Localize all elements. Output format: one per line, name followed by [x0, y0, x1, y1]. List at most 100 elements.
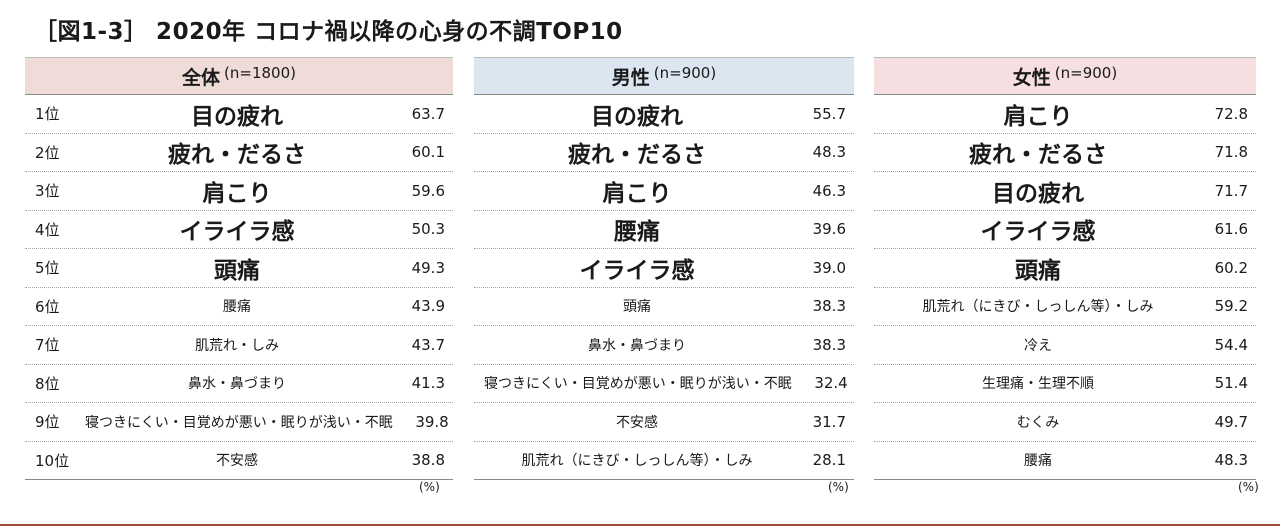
value-label: 51.4 — [1214, 374, 1248, 393]
symptom-label: 頭痛 — [214, 257, 260, 284]
table-row: 目の疲れ 71.7 — [874, 172, 1256, 211]
table-row: イライラ感 39.0 — [474, 249, 854, 288]
value-label: 71.8 — [1214, 143, 1248, 162]
panel-male: 男性 (n=900) 目の疲れ 55.7 疲れ・だるさ 48.3 肩こり 46.3 腰痛 39… — [474, 57, 854, 480]
value-label: 43.9 — [411, 297, 445, 316]
value-label: 46.3 — [812, 181, 846, 200]
header-female: 女性 (n=900) — [874, 57, 1256, 95]
header-all: 全体 (n=1800) — [25, 57, 453, 95]
symptom-label: 目の疲れ — [591, 103, 683, 130]
value-label: 50.3 — [411, 220, 445, 239]
value-label: 59.2 — [1214, 297, 1248, 316]
table-row: 9位 寝つきにくい・目覚めが悪い・眠りが浅い・不眠 39.8 — [25, 403, 453, 442]
table-row: 頭痛 38.3 — [474, 288, 854, 326]
value-label: 39.0 — [812, 258, 846, 277]
footer-divider — [0, 524, 1280, 526]
symptom-label: 寝つきにくい・目覚めが悪い・眠りが浅い・不眠 — [484, 376, 792, 393]
value-label: 38.3 — [812, 335, 846, 354]
symptom-label: イライラ感 — [179, 219, 295, 246]
table-row: 肌荒れ（にきび・しっしん等）・しみ 59.2 — [874, 288, 1256, 326]
table-row: 腰痛 39.6 — [474, 211, 854, 249]
header-all-n: (n=1800) — [224, 64, 296, 82]
header-male-label: 男性 — [611, 66, 650, 89]
symptom-label: 肩こり — [1003, 103, 1073, 130]
table-row: 6位 腰痛 43.9 — [25, 288, 453, 326]
table-row: 生理痛・生理不順 51.4 — [874, 365, 1256, 403]
table-row: むくみ 49.7 — [874, 403, 1256, 442]
table-row: 疲れ・だるさ 71.8 — [874, 134, 1256, 172]
rank-label: 2位 — [35, 143, 60, 162]
value-label: 39.6 — [812, 220, 846, 239]
table-row: イライラ感 61.6 — [874, 211, 1256, 249]
rank-label: 3位 — [35, 182, 60, 201]
rank-label: 4位 — [35, 220, 60, 239]
symptom-label: イライラ感 — [980, 219, 1096, 246]
value-label: 41.3 — [411, 374, 445, 393]
table-row: 腰痛 48.3 — [874, 442, 1256, 480]
table-row: 疲れ・だるさ 48.3 — [474, 134, 854, 172]
table-row: 頭痛 60.2 — [874, 249, 1256, 288]
chart-title: ［図1-3］ 2020年 コロナ禍以降の心身の不調TOP10 — [34, 19, 623, 45]
value-label: 43.7 — [411, 335, 445, 354]
table-row: 3位 肩こり 59.6 — [25, 172, 453, 211]
table-row: 不安感 31.7 — [474, 403, 854, 442]
table-row: 目の疲れ 55.7 — [474, 95, 854, 134]
symptom-label: 疲れ・だるさ — [969, 142, 1107, 169]
value-label: 38.8 — [411, 451, 445, 470]
symptom-label: 鼻水・鼻づまり — [588, 337, 686, 354]
header-male: 男性 (n=900) — [474, 57, 854, 95]
value-label: 55.7 — [812, 104, 846, 123]
rank-label: 5位 — [35, 259, 60, 278]
symptom-label: 寝つきにくい・目覚めが悪い・眠りが浅い・不眠 — [85, 414, 393, 431]
panel-all: 全体 (n=1800) 1位 目の疲れ 63.7 2位 疲れ・だるさ 60.1 3位 肩こり 5… — [25, 57, 453, 480]
symptom-label: 肩こり — [202, 180, 272, 207]
unit-note-all: (%) — [419, 480, 440, 494]
symptom-label: 目の疲れ — [191, 103, 283, 130]
value-label: 61.6 — [1214, 220, 1248, 239]
value-label: 63.7 — [411, 104, 445, 123]
table-row: 肌荒れ（にきび・しっしん等）・しみ 28.1 — [474, 442, 854, 480]
symptom-label: 目の疲れ — [992, 180, 1084, 207]
value-label: 71.7 — [1214, 181, 1248, 200]
value-label: 48.3 — [1214, 451, 1248, 470]
symptom-label: 肌荒れ・しみ — [195, 337, 279, 354]
symptom-label: 腰痛 — [614, 219, 660, 246]
symptom-label: 不安感 — [216, 453, 258, 470]
value-label: 60.2 — [1214, 258, 1248, 277]
rank-label: 7位 — [35, 336, 60, 355]
symptom-label: 腰痛 — [223, 299, 251, 316]
table-row: 2位 疲れ・だるさ 60.1 — [25, 134, 453, 172]
symptom-label: 生理痛・生理不順 — [982, 376, 1094, 393]
symptom-label: 頭痛 — [1015, 257, 1061, 284]
value-label: 28.1 — [812, 451, 846, 470]
table-row: 1位 目の疲れ 63.7 — [25, 95, 453, 134]
symptom-label: 肌荒れ（にきび・しっしん等）・しみ — [922, 299, 1154, 316]
symptom-label: 疲れ・だるさ — [568, 142, 706, 169]
table-row: 5位 頭痛 49.3 — [25, 249, 453, 288]
symptom-label: 鼻水・鼻づまり — [188, 376, 286, 393]
table-row: 肩こり 46.3 — [474, 172, 854, 211]
header-female-n: (n=900) — [1054, 64, 1118, 82]
symptom-label: 肩こり — [602, 180, 672, 207]
rank-label: 6位 — [35, 297, 60, 316]
value-label: 48.3 — [812, 143, 846, 162]
symptom-label: 肌荒れ（にきび・しっしん等）・しみ — [521, 453, 753, 470]
value-label: 54.4 — [1214, 335, 1248, 354]
symptom-label: 疲れ・だるさ — [168, 142, 306, 169]
table-row: 10位 不安感 38.8 — [25, 442, 453, 480]
header-all-label: 全体 — [182, 66, 221, 89]
value-label: 72.8 — [1214, 104, 1248, 123]
value-label: 59.6 — [411, 181, 445, 200]
value-label: 39.8 — [415, 412, 449, 431]
header-female-label: 女性 — [1012, 66, 1051, 89]
rank-label: 1位 — [35, 105, 60, 124]
table-row: 4位 イライラ感 50.3 — [25, 211, 453, 249]
table-row: 8位 鼻水・鼻づまり 41.3 — [25, 365, 453, 403]
value-label: 32.4 — [814, 374, 848, 393]
symptom-label: イライラ感 — [579, 257, 695, 284]
unit-note-male: (%) — [828, 480, 849, 494]
header-male-n: (n=900) — [653, 64, 717, 82]
table-row: 肩こり 72.8 — [874, 95, 1256, 134]
value-label: 38.3 — [812, 297, 846, 316]
value-label: 49.7 — [1214, 412, 1248, 431]
